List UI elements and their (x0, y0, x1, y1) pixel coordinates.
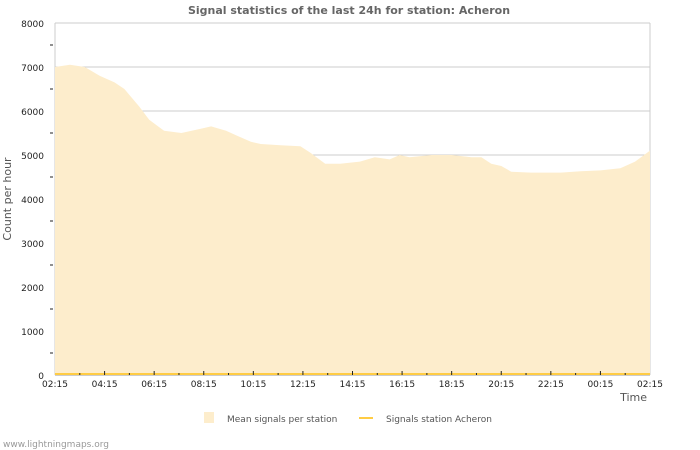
y-tick-label: 7000 (21, 64, 44, 74)
y-tick-label: 0 (38, 372, 44, 382)
x-tick-label: 02:15 (637, 380, 663, 390)
legend-label-mean: Mean signals per station (227, 415, 337, 425)
x-tick-label: 10:15 (240, 380, 266, 390)
mean-signals-area (55, 64, 650, 376)
x-tick-label: 16:15 (389, 380, 415, 390)
y-tick-label: 1000 (21, 328, 44, 338)
x-tick-label: 06:15 (141, 380, 167, 390)
y-axis-label: Count per hour (1, 157, 14, 241)
legend-label-station: Signals station Acheron (386, 415, 492, 425)
y-tick-label: 5000 (21, 152, 44, 162)
x-axis-label: Time (619, 391, 647, 404)
x-tick-label: 08:15 (191, 380, 217, 390)
x-tick-label: 12:15 (290, 380, 316, 390)
y-tick-label: 3000 (21, 240, 44, 250)
x-tick-label: 14:15 (340, 380, 366, 390)
site-credit[interactable]: www.lightningmaps.org (3, 440, 109, 450)
x-tick-label: 04:15 (92, 380, 118, 390)
x-tick-label: 22:15 (538, 380, 564, 390)
y-tick-label: 8000 (21, 20, 44, 30)
x-tick-label: 02:15 (42, 380, 68, 390)
x-tick-label: 00:15 (587, 380, 613, 390)
legend: Mean signals per station Signals station… (204, 412, 492, 425)
x-tick-label: 18:15 (439, 380, 465, 390)
chart-title: Signal statistics of the last 24h for st… (188, 4, 510, 17)
y-tick-label: 6000 (21, 108, 44, 118)
x-tick-label: 20:15 (488, 380, 514, 390)
legend-swatch-mean (204, 412, 214, 423)
y-tick-label: 4000 (21, 196, 44, 206)
y-tick-label: 2000 (21, 284, 44, 294)
